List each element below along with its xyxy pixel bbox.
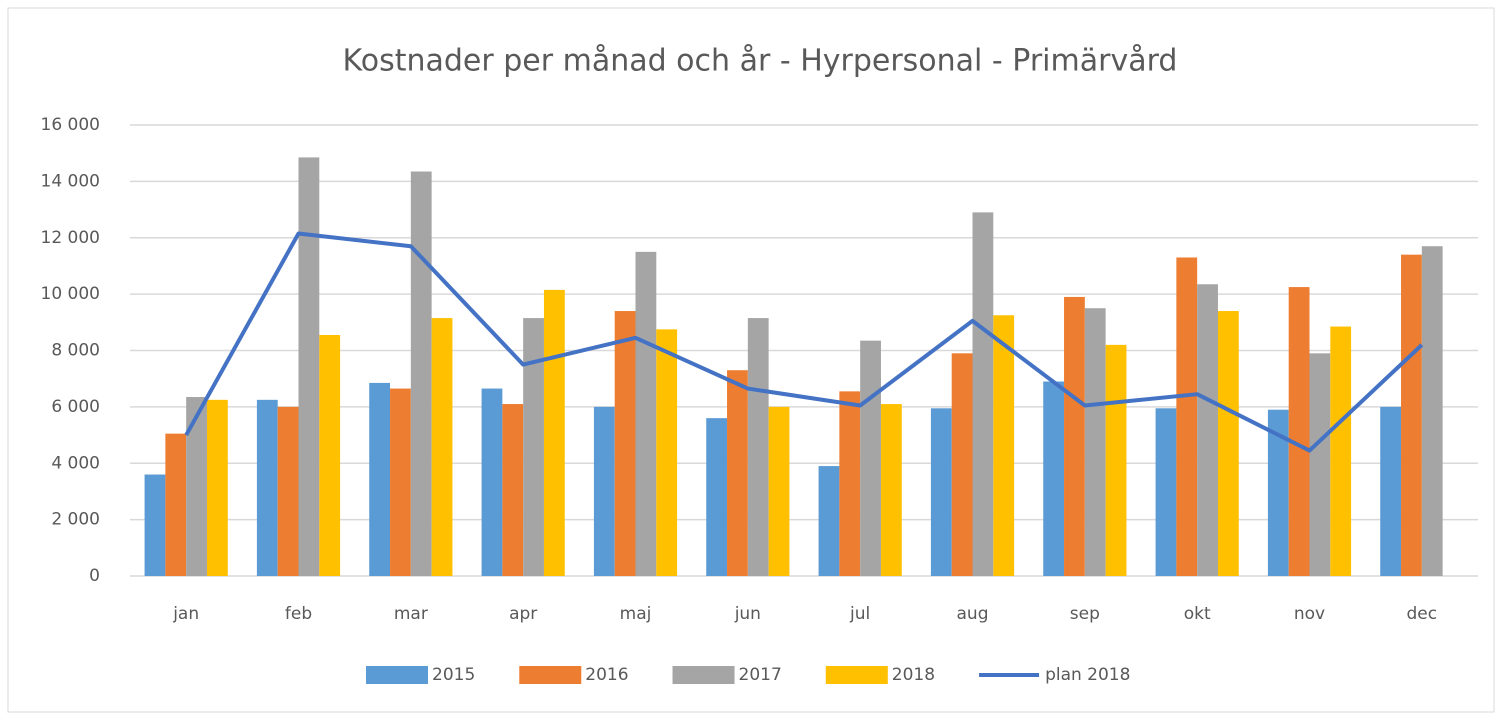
bar	[1380, 406, 1402, 576]
bar	[1064, 296, 1085, 576]
bar	[502, 404, 524, 576]
bar	[727, 370, 748, 576]
bar	[635, 251, 657, 576]
bar	[298, 157, 320, 576]
legend-label: plan 2018	[1045, 665, 1130, 685]
bar	[390, 388, 411, 576]
x-tick-label: apr	[509, 604, 537, 624]
legend-label: 2015	[432, 665, 475, 685]
bar	[1330, 326, 1352, 576]
bar	[256, 399, 278, 576]
bar	[768, 406, 790, 576]
legend-swatch	[366, 666, 428, 684]
bar	[860, 340, 881, 576]
bar	[1043, 381, 1065, 576]
bar	[1105, 344, 1127, 576]
legend-swatch	[672, 666, 735, 684]
bar	[747, 318, 769, 576]
bar	[144, 474, 166, 576]
bar	[1401, 254, 1422, 576]
bar	[186, 397, 207, 576]
bar	[1217, 311, 1239, 576]
legend-label: 2016	[585, 665, 628, 685]
bar	[1421, 246, 1443, 577]
bar	[481, 388, 503, 576]
x-tick-label: jun	[734, 604, 761, 624]
y-tick-label: 6 000	[51, 397, 100, 417]
x-tick-label: nov	[1294, 604, 1325, 624]
bar	[951, 353, 973, 576]
legend-swatch	[825, 666, 888, 684]
y-tick-label: 10 000	[41, 284, 100, 304]
bar	[1155, 408, 1177, 576]
bar	[1267, 409, 1289, 576]
x-tick-label: jul	[849, 604, 870, 624]
bar	[1309, 353, 1331, 576]
bar	[593, 406, 615, 576]
bar	[1288, 287, 1310, 576]
bar	[972, 212, 994, 576]
legend-swatch	[519, 666, 582, 684]
x-tick-label: dec	[1407, 604, 1438, 624]
bar	[277, 406, 299, 576]
bar	[206, 399, 228, 576]
y-tick-label: 16 000	[41, 115, 100, 135]
bar	[1197, 284, 1218, 576]
bar	[880, 404, 902, 576]
bar	[993, 315, 1015, 576]
y-tick-label: 14 000	[41, 171, 100, 191]
bar	[319, 334, 341, 576]
bar	[656, 329, 678, 576]
x-tick-label: sep	[1070, 604, 1100, 624]
x-tick-label: maj	[620, 604, 652, 624]
bar	[431, 318, 453, 576]
x-tick-label: feb	[285, 604, 312, 624]
bar	[1084, 308, 1106, 576]
bar	[1176, 257, 1198, 576]
y-tick-label: 12 000	[41, 228, 100, 248]
y-tick-label: 2 000	[51, 510, 100, 530]
x-tick-label: mar	[394, 604, 428, 624]
y-tick-label: 8 000	[51, 341, 100, 361]
legend-label: 2017	[739, 665, 782, 685]
y-tick-label: 0	[89, 566, 100, 586]
bar	[818, 466, 840, 576]
x-tick-label: jan	[172, 604, 199, 624]
bar	[410, 171, 432, 576]
bar	[839, 391, 861, 576]
y-tick-label: 4 000	[51, 453, 100, 473]
bar	[543, 289, 565, 576]
bar	[165, 433, 187, 576]
bar	[930, 408, 952, 576]
legend-label: 2018	[892, 665, 935, 685]
bar	[614, 311, 636, 576]
bar	[706, 418, 728, 576]
x-tick-label: aug	[957, 604, 989, 624]
line	[184, 231, 1424, 453]
bar	[523, 318, 544, 576]
x-tick-label: okt	[1184, 604, 1211, 624]
bar	[369, 382, 391, 576]
chart-title: Kostnader per månad och år - Hyrpersonal…	[343, 44, 1178, 79]
